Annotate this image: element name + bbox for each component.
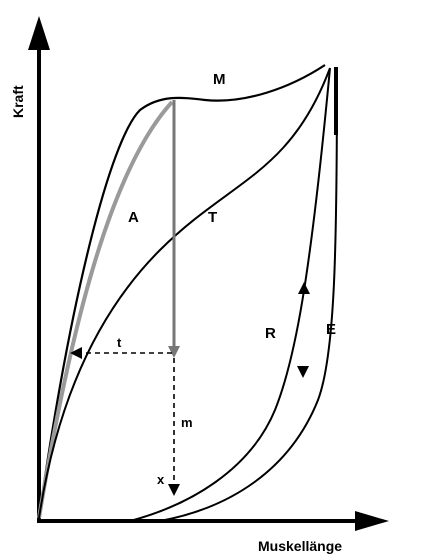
label-r: R [265, 325, 276, 342]
arrow-down-on-e [297, 366, 309, 378]
curve-t [38, 67, 331, 519]
label-t-curve: T [208, 209, 217, 226]
curve-gray [37, 100, 174, 519]
label-t-dashed: t [117, 335, 122, 350]
dashed-line-t-arrowhead [70, 347, 82, 359]
y-axis-label: Kraft [10, 85, 26, 118]
curve-r [129, 67, 331, 522]
arrow-up-on-r [298, 282, 310, 294]
label-e: E [326, 321, 336, 338]
dashed-line-m-arrowhead [168, 484, 180, 496]
vertical-line-arrowhead [168, 346, 180, 358]
curve-e [159, 67, 338, 522]
x-axis-arrowhead [355, 511, 389, 531]
label-m-dashed: m [181, 415, 193, 430]
label-a: A [128, 209, 139, 226]
x-axis-label: Muskellänge [258, 538, 342, 554]
curve-m [37, 64, 326, 519]
label-x: x [157, 472, 165, 487]
label-m-curve: M [213, 71, 226, 88]
y-axis-arrowhead [28, 16, 50, 50]
